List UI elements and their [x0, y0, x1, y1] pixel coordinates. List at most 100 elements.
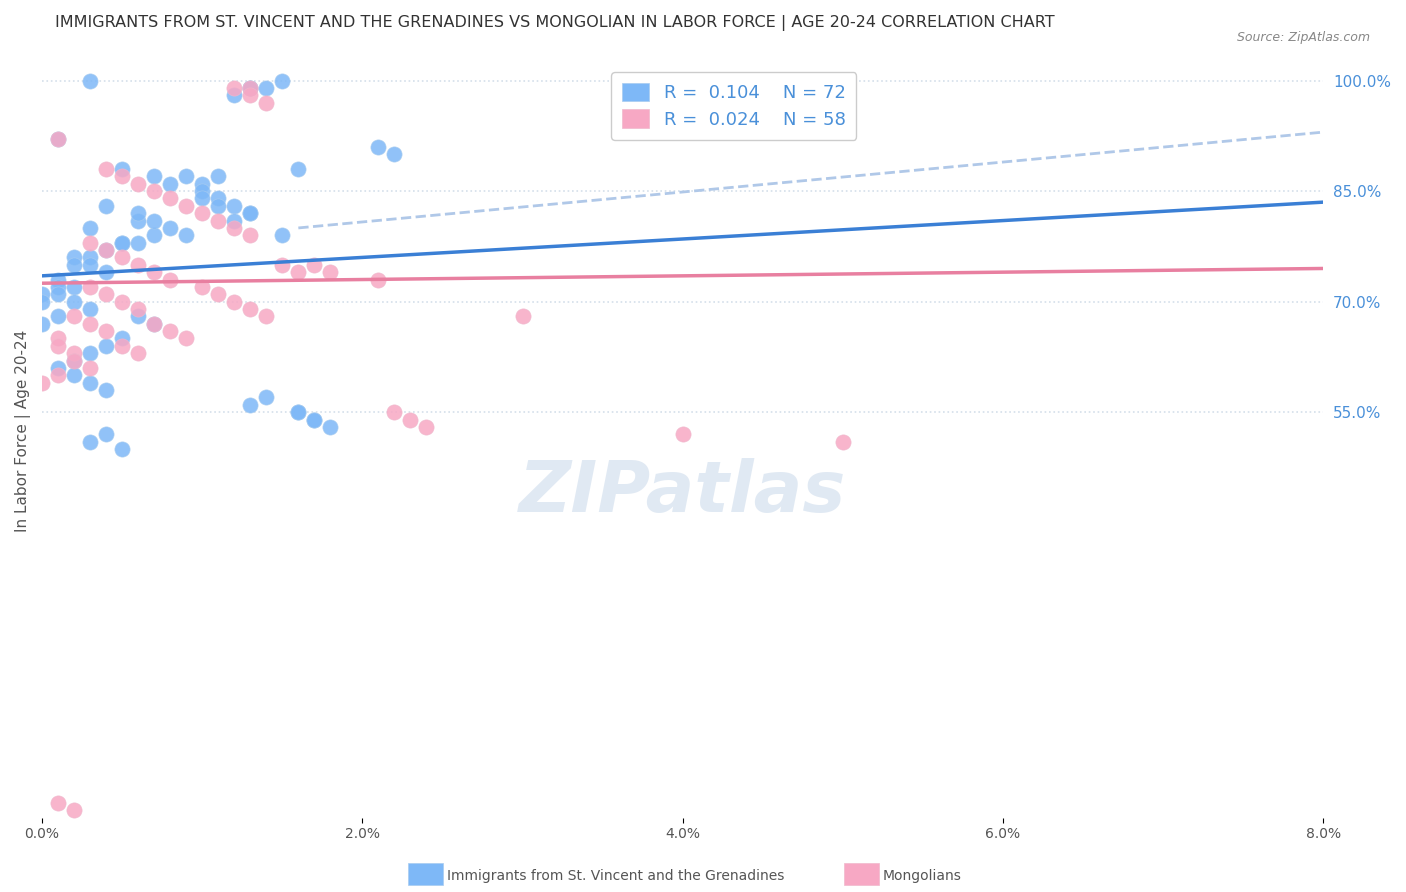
Point [127, 235, 149, 250]
Point [191, 184, 214, 198]
Point [239, 88, 262, 103]
Point [239, 81, 262, 95]
Point [384, 405, 406, 419]
Point [143, 184, 166, 198]
Point [191, 280, 214, 294]
Point [287, 265, 309, 279]
Point [239, 81, 262, 95]
Point [207, 191, 229, 205]
Point [143, 228, 166, 243]
Point [63, 368, 86, 383]
Point [63, 353, 86, 368]
Point [79, 251, 101, 265]
Point [239, 81, 262, 95]
Point [63, 346, 86, 360]
Point [287, 405, 309, 419]
Point [399, 412, 422, 426]
Point [79, 73, 101, 87]
Point [239, 301, 262, 316]
Point [46, 132, 69, 146]
Point [254, 81, 277, 95]
Point [79, 434, 101, 449]
Point [174, 199, 197, 213]
Point [159, 272, 181, 286]
Point [224, 199, 246, 213]
Point [63, 258, 86, 272]
Point [111, 169, 134, 184]
Point [46, 368, 69, 383]
Point [207, 213, 229, 227]
Point [111, 294, 134, 309]
Point [143, 317, 166, 331]
Point [239, 206, 262, 220]
Point [384, 147, 406, 161]
Point [174, 331, 197, 345]
Point [239, 398, 262, 412]
Point [127, 301, 149, 316]
Point [319, 420, 342, 434]
Point [224, 221, 246, 235]
Point [46, 287, 69, 301]
Text: Mongolians: Mongolians [883, 869, 962, 883]
Point [46, 280, 69, 294]
Point [79, 221, 101, 235]
Point [31, 376, 53, 390]
Point [207, 169, 229, 184]
Point [31, 294, 53, 309]
Point [96, 243, 118, 257]
Point [111, 251, 134, 265]
Point [159, 324, 181, 338]
Text: IMMIGRANTS FROM ST. VINCENT AND THE GRENADINES VS MONGOLIAN IN LABOR FORCE | AGE: IMMIGRANTS FROM ST. VINCENT AND THE GREN… [55, 15, 1054, 31]
Point [415, 420, 437, 434]
Point [143, 265, 166, 279]
Point [271, 228, 294, 243]
Point [159, 177, 181, 191]
Point [254, 310, 277, 324]
Point [191, 191, 214, 205]
Point [224, 88, 246, 103]
Point [143, 213, 166, 227]
Point [79, 301, 101, 316]
Point [79, 280, 101, 294]
Point [96, 427, 118, 442]
Point [271, 258, 294, 272]
Point [127, 206, 149, 220]
Point [304, 412, 326, 426]
Point [111, 339, 134, 353]
Point [143, 317, 166, 331]
Point [96, 265, 118, 279]
Point [512, 310, 534, 324]
Point [79, 361, 101, 376]
Point [111, 235, 134, 250]
Point [127, 177, 149, 191]
Point [46, 331, 69, 345]
Point [96, 243, 118, 257]
Point [96, 324, 118, 338]
Point [63, 280, 86, 294]
Text: Source: ZipAtlas.com: Source: ZipAtlas.com [1237, 31, 1371, 45]
Point [96, 383, 118, 397]
Point [31, 317, 53, 331]
Point [79, 258, 101, 272]
Point [207, 287, 229, 301]
Point [96, 199, 118, 213]
Point [319, 265, 342, 279]
Point [46, 796, 69, 810]
Point [127, 213, 149, 227]
Point [224, 213, 246, 227]
Point [174, 169, 197, 184]
Point [111, 331, 134, 345]
Point [304, 412, 326, 426]
Point [304, 258, 326, 272]
Point [111, 161, 134, 176]
Point [367, 272, 389, 286]
Point [224, 81, 246, 95]
Point [46, 339, 69, 353]
Point [46, 310, 69, 324]
Point [79, 346, 101, 360]
Point [224, 294, 246, 309]
Point [96, 161, 118, 176]
Point [367, 140, 389, 154]
Point [63, 294, 86, 309]
Point [287, 161, 309, 176]
